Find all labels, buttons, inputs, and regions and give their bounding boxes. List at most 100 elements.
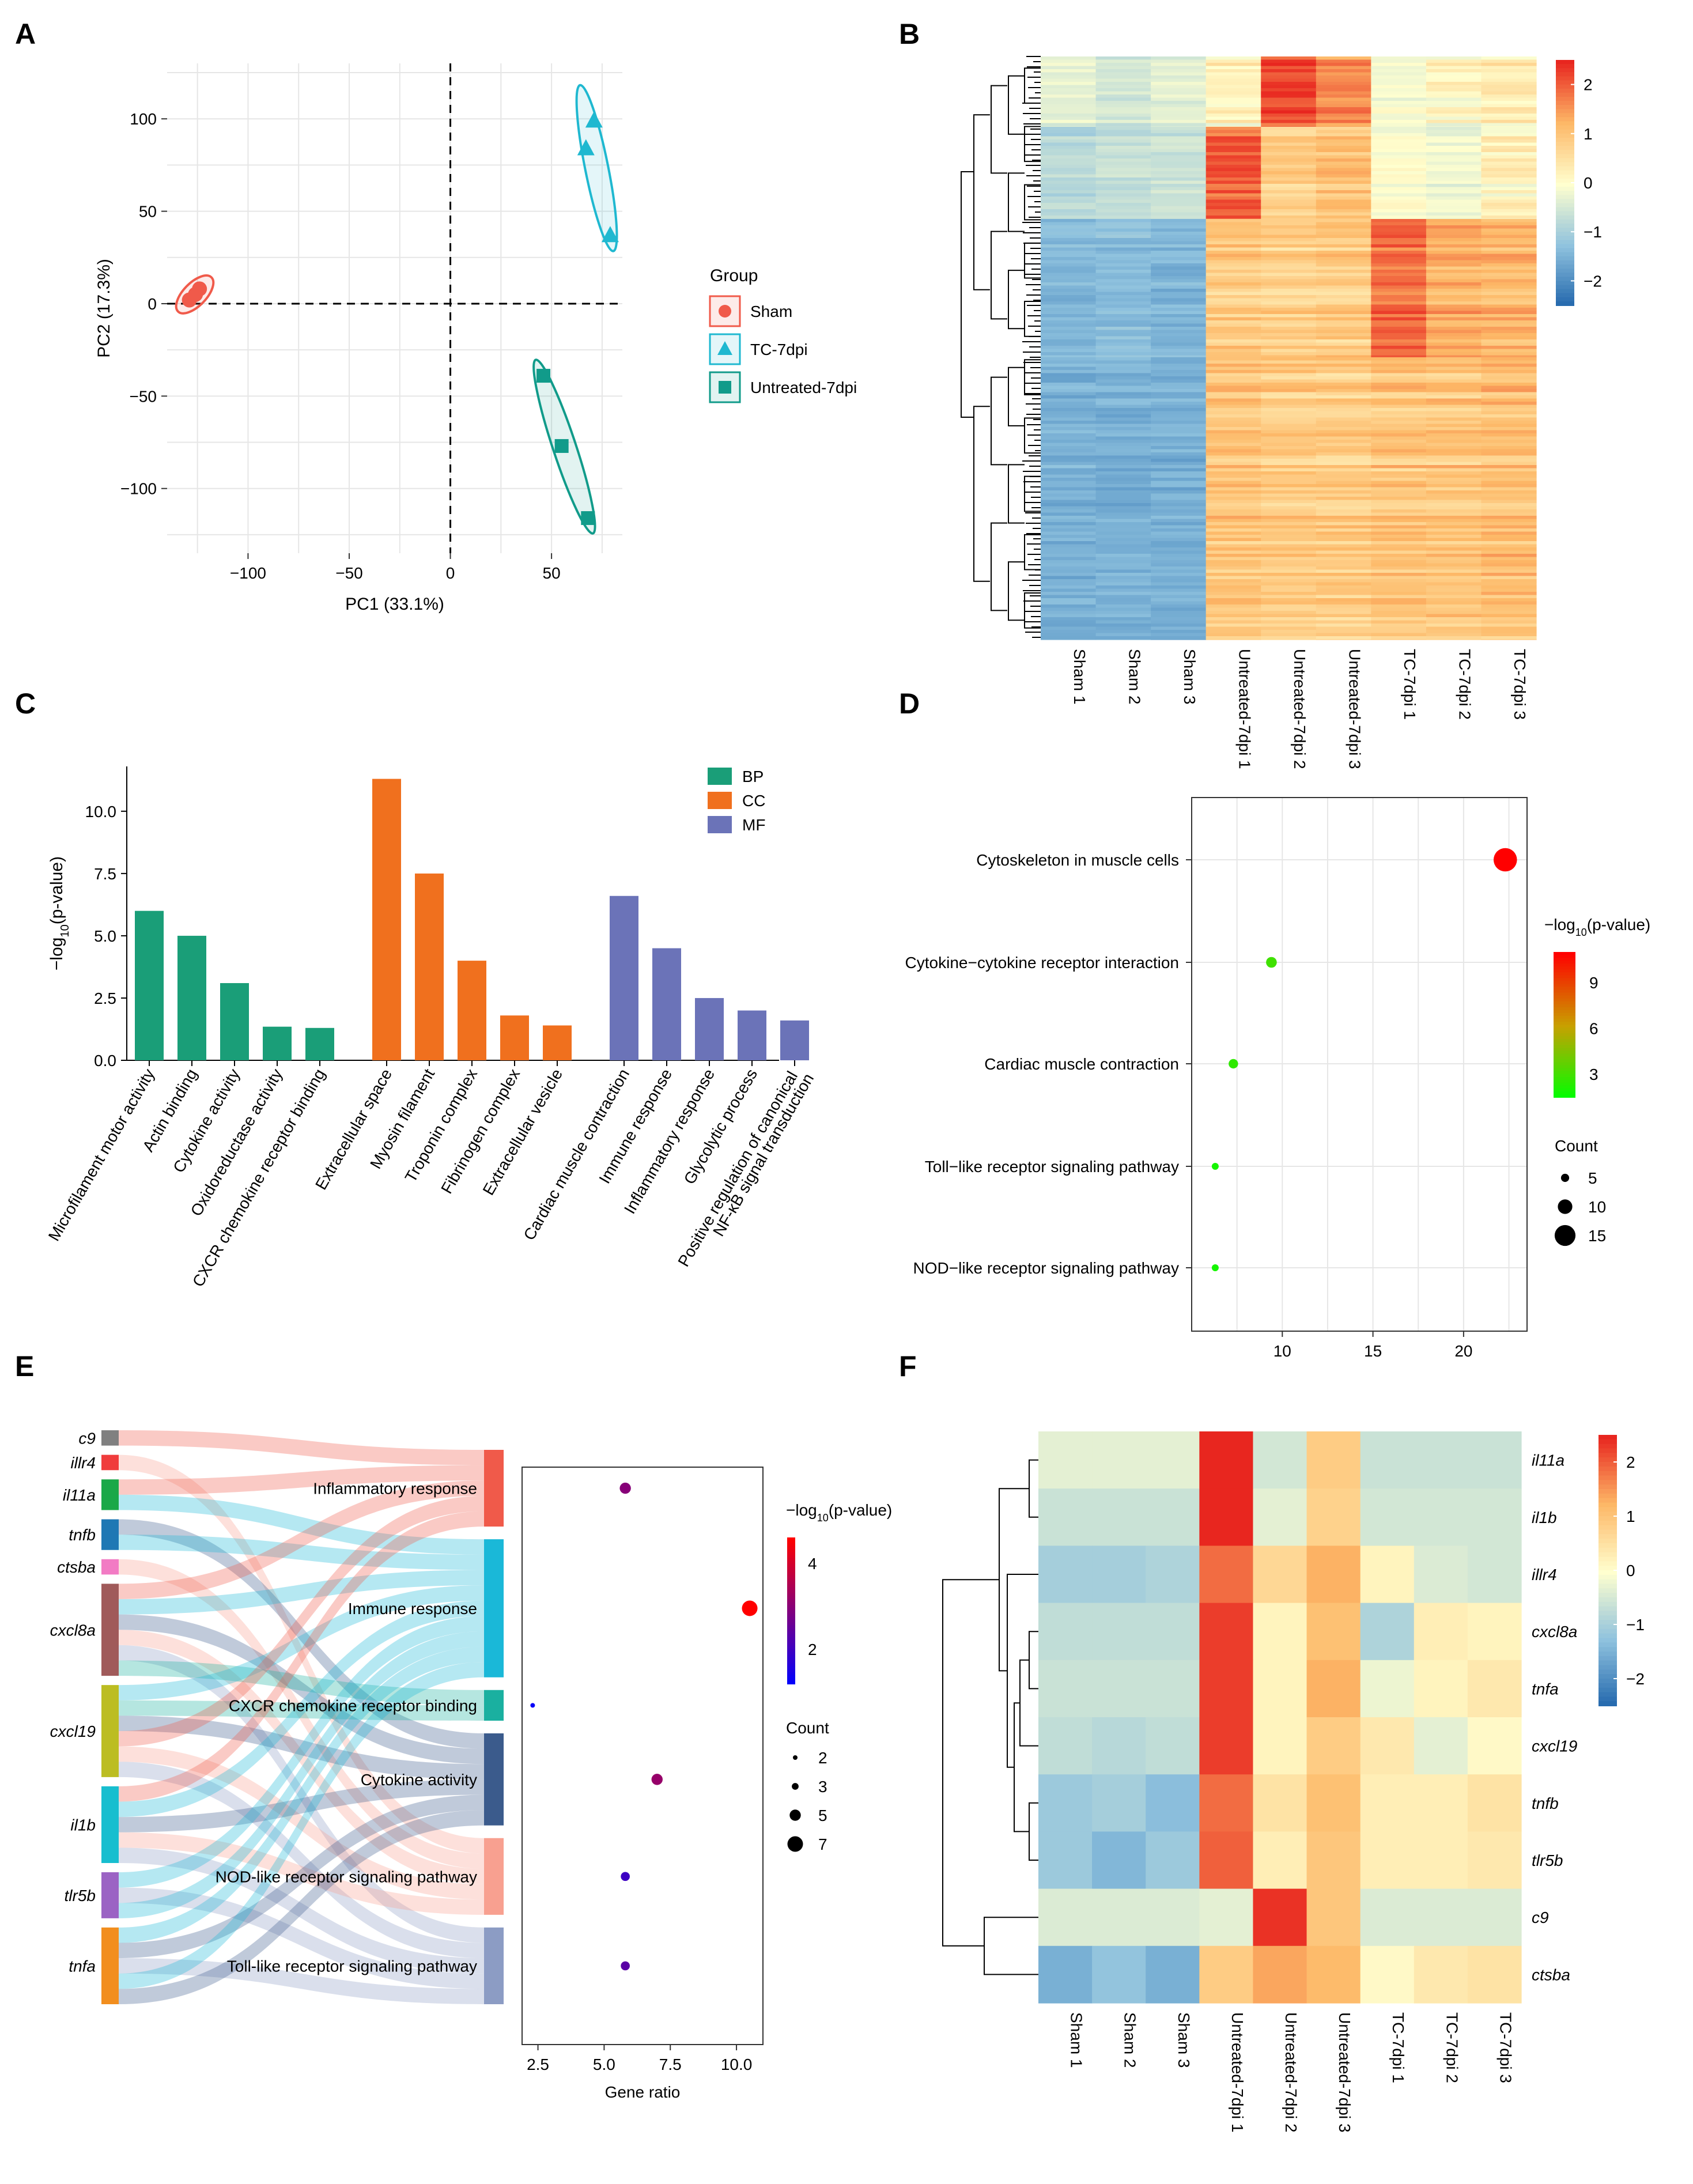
heatmap-cell (1261, 506, 1317, 510)
heatmap-cell (1095, 174, 1151, 178)
heatmap-cell (1151, 120, 1207, 124)
bar-BP (220, 983, 249, 1060)
heatmap-cell (1151, 490, 1207, 494)
heatmap-cell (1261, 522, 1317, 526)
heatmap-cell (1481, 165, 1537, 169)
heatmap-cell (1316, 85, 1371, 89)
heatmap-cell (1481, 232, 1537, 236)
heatmap-cell (1151, 177, 1207, 182)
heatmap-cell (1426, 386, 1482, 390)
colorbar-segment (787, 1601, 795, 1605)
heatmap-cell (1205, 127, 1261, 131)
heatmap-cell (1371, 408, 1427, 412)
heatmap-cell (1205, 336, 1261, 340)
heatmap-cell (1205, 408, 1261, 412)
heatmap-cell (1316, 503, 1371, 507)
heatmap-cell (1205, 430, 1261, 434)
heatmap-cell (1316, 260, 1371, 264)
heatmap-cell (1371, 222, 1427, 226)
row-label: tnfb (1532, 1794, 1559, 1812)
heatmap-cell (1041, 78, 1097, 82)
heatmap-cell (1371, 585, 1427, 590)
heatmap-cell (1261, 503, 1317, 507)
colorbar-segment (1554, 1018, 1575, 1022)
colorbar-segment (1598, 1466, 1617, 1472)
heatmap-cell (1151, 614, 1207, 618)
heatmap-cell (1205, 251, 1261, 255)
heatmap-cell (1041, 481, 1097, 485)
heatmap-cell (1205, 203, 1261, 207)
heatmap-cell (1371, 91, 1427, 95)
colorbar-segment (1598, 1692, 1617, 1698)
colorbar-segment (1554, 981, 1575, 985)
heatmap-cell (1151, 427, 1207, 431)
heatmap-cell (1481, 88, 1537, 92)
bar-BP (135, 910, 164, 1060)
heatmap-cell (1481, 484, 1537, 488)
heatmap-cell (1041, 85, 1097, 89)
heatmap-cell (1261, 219, 1317, 223)
heatmap-cell (1253, 1431, 1307, 1489)
heatmap-cell (1151, 285, 1207, 289)
heatmap-cell (1151, 357, 1207, 361)
pca-point-untreated (581, 511, 595, 526)
heatmap-cell (1205, 232, 1261, 236)
heatmap-cell (1426, 171, 1482, 175)
colorbar-segment (787, 1611, 795, 1615)
heatmap-cell (1371, 424, 1427, 428)
dendrogram-branch (1029, 1631, 1038, 1690)
heatmap-cell (1095, 193, 1151, 197)
heatmap-cell (1095, 519, 1151, 523)
heatmap-cell (1041, 398, 1097, 402)
colorbar-segment (1598, 1611, 1617, 1616)
heatmap-cell (1151, 446, 1207, 450)
heatmap-cell (1205, 263, 1261, 267)
heatmap-cell (1151, 481, 1207, 485)
heatmap-cell (1041, 346, 1097, 350)
heatmap-cell (1371, 165, 1427, 169)
term-label: Toll-like receptor signaling pathway (227, 1957, 477, 1975)
heatmap-cell (1261, 304, 1317, 308)
heatmap-cell (1467, 1717, 1522, 1775)
heatmap-cell (1426, 298, 1482, 302)
heatmap-cell (1426, 110, 1482, 114)
heatmap-cell (1481, 317, 1537, 321)
colorbar-segment (1598, 1552, 1617, 1558)
heatmap-cell (1371, 120, 1427, 124)
heatmap-cell (1041, 611, 1097, 615)
heatmap-cell (1151, 56, 1207, 61)
heatmap-cell (1041, 509, 1097, 513)
colorbar-segment (1556, 178, 1574, 183)
heatmap-cell (1426, 563, 1482, 567)
heatmap-cell (1095, 56, 1151, 61)
heatmap-cell (1038, 1774, 1093, 1832)
heatmap-cell (1095, 85, 1151, 89)
heatmap-cell (1041, 620, 1097, 624)
heatmap-cell (1151, 402, 1207, 406)
heatmap-cell (1426, 598, 1482, 602)
colorbar-segment (1556, 101, 1574, 106)
heatmap-cell (1481, 161, 1537, 165)
heatmap-cell (1095, 146, 1151, 150)
heatmap-cell (1481, 503, 1537, 507)
heatmap-cell (1151, 203, 1207, 207)
heatmap-cell (1261, 133, 1317, 137)
heatmap-cell (1371, 611, 1427, 615)
heatmap-cell (1261, 402, 1317, 406)
heatmap-cell (1426, 535, 1482, 539)
heatmap-cell (1041, 190, 1097, 194)
heatmap-cell (1151, 424, 1207, 428)
heatmap-cell (1426, 506, 1482, 510)
heatmap-cell (1316, 452, 1371, 456)
dendrogram-branch (991, 85, 1007, 174)
colorbar-segment (1554, 1079, 1575, 1083)
heatmap-cell (1371, 152, 1427, 156)
heatmap-cell (1205, 317, 1261, 321)
heatmap-cell (1371, 383, 1427, 387)
gene-node (101, 1927, 119, 2004)
colorbar-segment (787, 1578, 795, 1582)
heatmap-cell (1151, 370, 1207, 374)
heatmap-cell (1041, 592, 1097, 596)
heatmap-cell (1481, 127, 1537, 131)
